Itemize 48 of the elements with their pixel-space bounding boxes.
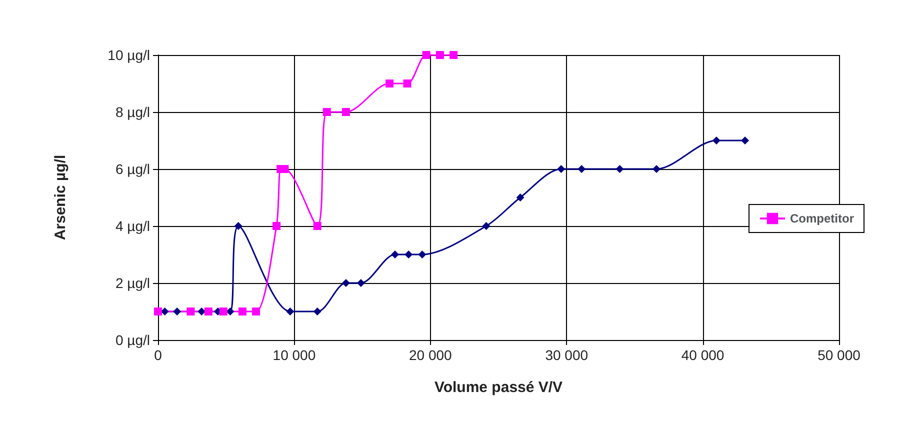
y-tick-label: 0 µg/l: [115, 332, 150, 348]
y-tick-label: 10 µg/l: [108, 47, 150, 63]
legend-label: Competitor: [790, 212, 854, 226]
point: [436, 51, 444, 59]
point: [578, 165, 586, 173]
x-tick-label: 10 000: [272, 347, 316, 363]
point: [313, 222, 322, 230]
point: [516, 194, 524, 202]
point: [712, 136, 720, 144]
point: [418, 250, 426, 258]
point: [482, 222, 490, 230]
point: [422, 51, 430, 59]
y-tick-label: 2 µg/l: [115, 275, 150, 291]
point: [652, 165, 660, 173]
y-tick-label: 8 µg/l: [115, 104, 150, 120]
point: [404, 250, 413, 258]
point: [322, 108, 331, 116]
point: [272, 222, 280, 230]
point: [386, 80, 394, 88]
point: [219, 308, 228, 316]
y-axis-title: Arsenic µg/l: [52, 154, 69, 240]
point: [173, 308, 182, 316]
point: [342, 279, 350, 287]
y-tick-label: 4 µg/l: [115, 218, 150, 234]
x-axis-title: Volume passé V/V: [434, 379, 563, 396]
point: [616, 165, 624, 173]
point: [238, 308, 246, 316]
x-tick-label: 40 000: [681, 347, 724, 363]
x-tick-label: 50 000: [818, 347, 861, 363]
point: [286, 308, 294, 316]
point: [252, 308, 260, 316]
y-tick-label: 6 µg/l: [115, 161, 150, 177]
point: [356, 279, 365, 287]
point: [741, 136, 750, 144]
point: [154, 308, 162, 316]
point: [226, 308, 234, 316]
x-tick-label: 0: [154, 347, 162, 363]
point: [313, 308, 322, 316]
point: [204, 308, 212, 316]
point: [403, 80, 412, 88]
point: [450, 51, 458, 59]
point: [342, 108, 350, 116]
x-tick-label: 30 000: [545, 347, 588, 363]
x-tick-label: 20 000: [408, 347, 452, 363]
point: [186, 308, 195, 316]
point: [234, 222, 242, 230]
point: [557, 165, 566, 173]
point: [390, 250, 399, 258]
